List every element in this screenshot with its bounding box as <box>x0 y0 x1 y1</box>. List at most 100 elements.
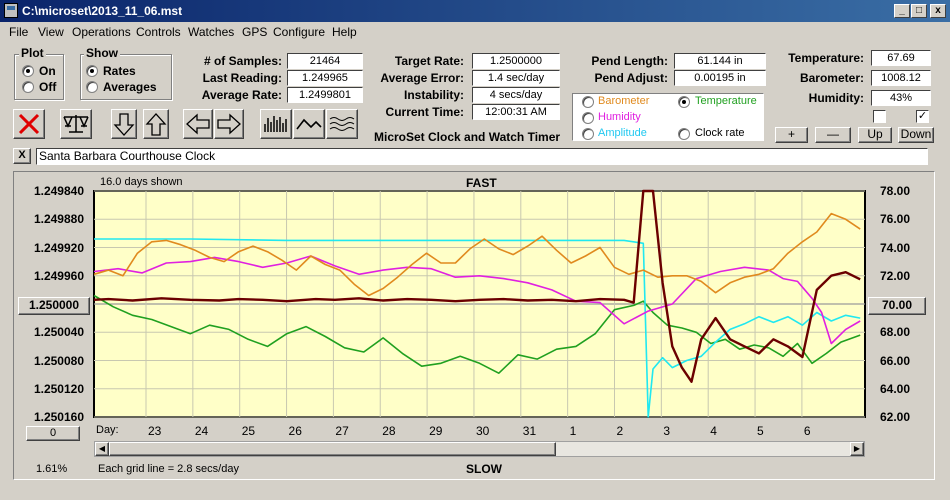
checkbox-left[interactable] <box>873 110 886 123</box>
plot-on-radio[interactable] <box>22 65 34 77</box>
menu-configure[interactable]: Configure <box>273 25 326 39</box>
line-graph-icon <box>296 118 322 130</box>
left-axis-tick: 1.249880 <box>33 212 84 227</box>
right-axis-tick: 78.00 <box>879 184 910 198</box>
x-tick-label: 5 <box>757 424 764 438</box>
left-axis-tick: 1.249960 <box>33 268 84 283</box>
bar-graph-button[interactable] <box>260 109 292 139</box>
x-tick-label: 6 <box>803 424 811 438</box>
target-rate-label: Target Rate: <box>394 54 464 68</box>
scroll-thumb[interactable] <box>109 442 556 456</box>
temperature-radio[interactable] <box>678 96 690 108</box>
current-time-field: 12:00:31 AM <box>472 104 560 120</box>
amplitude-radio[interactable] <box>582 128 594 140</box>
plot-off-radio[interactable] <box>22 81 34 93</box>
temperature-option-label: Temperature <box>695 95 757 107</box>
series-line-humidity <box>93 255 861 345</box>
cancel-button[interactable] <box>13 109 45 139</box>
checkbox-right[interactable]: ✓ <box>916 110 929 123</box>
menu-file[interactable]: File <box>9 25 29 39</box>
up-button[interactable]: Up <box>858 127 892 143</box>
series-line-amplitude <box>94 238 861 418</box>
clock-rate-option-label: Clock rate <box>695 127 745 139</box>
menu-bar: File View Operations Controls Watches GP… <box>0 22 950 42</box>
line-graph-button[interactable] <box>293 109 325 139</box>
barometer-radio[interactable] <box>582 96 594 108</box>
fast-label: FAST <box>466 176 497 190</box>
red-x-icon <box>18 113 40 135</box>
wave-graph-button[interactable] <box>326 109 358 139</box>
offset-button[interactable]: 0 <box>26 426 80 441</box>
window-title: C:\microset\2013_11_06.mst <box>22 4 183 18</box>
close-window-button[interactable]: x <box>930 4 946 18</box>
show-averages-radio[interactable] <box>86 81 98 93</box>
x-tick-label: 2 <box>616 424 624 438</box>
minus-button[interactable]: — <box>815 127 851 143</box>
up-arrow-button[interactable] <box>143 109 169 139</box>
right-axis-tick: 72.00 <box>879 268 910 283</box>
show-group <box>80 54 172 100</box>
right-axis-tick: 76.00 <box>879 212 910 227</box>
amplitude-option-label: Amplitude <box>598 127 647 139</box>
minimize-button[interactable]: _ <box>894 4 910 18</box>
samples-label: # of Samples: <box>203 54 282 68</box>
left-axis-tick: 1.250120 <box>33 381 84 396</box>
center-rate-button[interactable]: 1.250000 <box>18 297 90 315</box>
graph-frame <box>13 171 935 480</box>
grid-note: Each grid line = 2.8 secs/day <box>98 463 239 475</box>
show-rates-radio[interactable] <box>86 65 98 77</box>
current-time-label: Current Time: <box>385 105 464 119</box>
x-tick-label: 4 <box>710 424 717 438</box>
sensor-options-box <box>572 93 764 141</box>
down-button[interactable]: Down <box>898 127 934 143</box>
bar-graph-icon <box>264 116 287 132</box>
left-axis-tick: 1.249840 <box>33 184 84 198</box>
humidity-radio[interactable] <box>582 112 594 124</box>
series-line-clock-rate <box>93 294 861 375</box>
horizontal-scrollbar[interactable]: ◀ ▶ <box>94 441 865 457</box>
app-icon <box>4 3 18 18</box>
menu-operations[interactable]: Operations <box>72 25 131 39</box>
right-arrow-icon <box>217 113 241 135</box>
center-temperature-button[interactable]: 70.00 <box>868 297 926 315</box>
down-arrow-icon <box>113 113 135 136</box>
average-rate-label: Average Rate: <box>201 88 282 102</box>
show-averages-label: Averages <box>103 80 157 94</box>
right-arrow-button[interactable] <box>214 109 244 139</box>
show-rates-label: Rates <box>103 64 136 78</box>
balance-button[interactable] <box>60 109 92 139</box>
menu-controls[interactable]: Controls <box>136 25 181 39</box>
x-tick-label: 24 <box>194 424 209 438</box>
menu-gps[interactable]: GPS <box>242 25 268 39</box>
slow-label: SLOW <box>466 462 502 476</box>
down-arrow-button[interactable] <box>111 109 137 139</box>
menu-watches[interactable]: Watches <box>188 25 235 39</box>
up-arrow-icon <box>145 113 167 136</box>
clock-rate-radio[interactable] <box>678 128 690 140</box>
average-error-label: Average Error: <box>380 71 464 85</box>
day-label: Day: <box>96 424 119 436</box>
watch-name-field[interactable]: Santa Barbara Courthouse Clock <box>36 148 928 165</box>
menu-help[interactable]: Help <box>332 25 357 39</box>
humidity-field: 43% <box>871 90 931 106</box>
left-arrow-button[interactable] <box>183 109 213 139</box>
right-axis-tick: 64.00 <box>879 381 910 396</box>
percent-label: 1.61% <box>36 463 68 475</box>
barometer-field: 1008.12 <box>871 70 931 86</box>
left-axis-tick: 1.250080 <box>33 353 84 368</box>
scroll-right-button[interactable]: ▶ <box>850 442 864 456</box>
days-shown-label: 16.0 days shown <box>100 176 183 188</box>
maximize-button[interactable]: □ <box>911 4 927 18</box>
x-tick-label: 29 <box>429 424 443 438</box>
plus-button[interactable]: + <box>775 127 808 143</box>
right-axis-tick: 74.00 <box>879 240 910 255</box>
x-tick-label: 25 <box>241 424 256 438</box>
watch-close-button[interactable]: X <box>13 148 31 164</box>
x-tick-label: 27 <box>335 424 349 438</box>
instability-field: 4 secs/day <box>472 87 560 103</box>
x-tick-label: 26 <box>288 424 302 438</box>
scroll-left-button[interactable]: ◀ <box>95 442 109 456</box>
menu-view[interactable]: View <box>38 25 64 39</box>
x-tick-label: 28 <box>382 424 396 438</box>
